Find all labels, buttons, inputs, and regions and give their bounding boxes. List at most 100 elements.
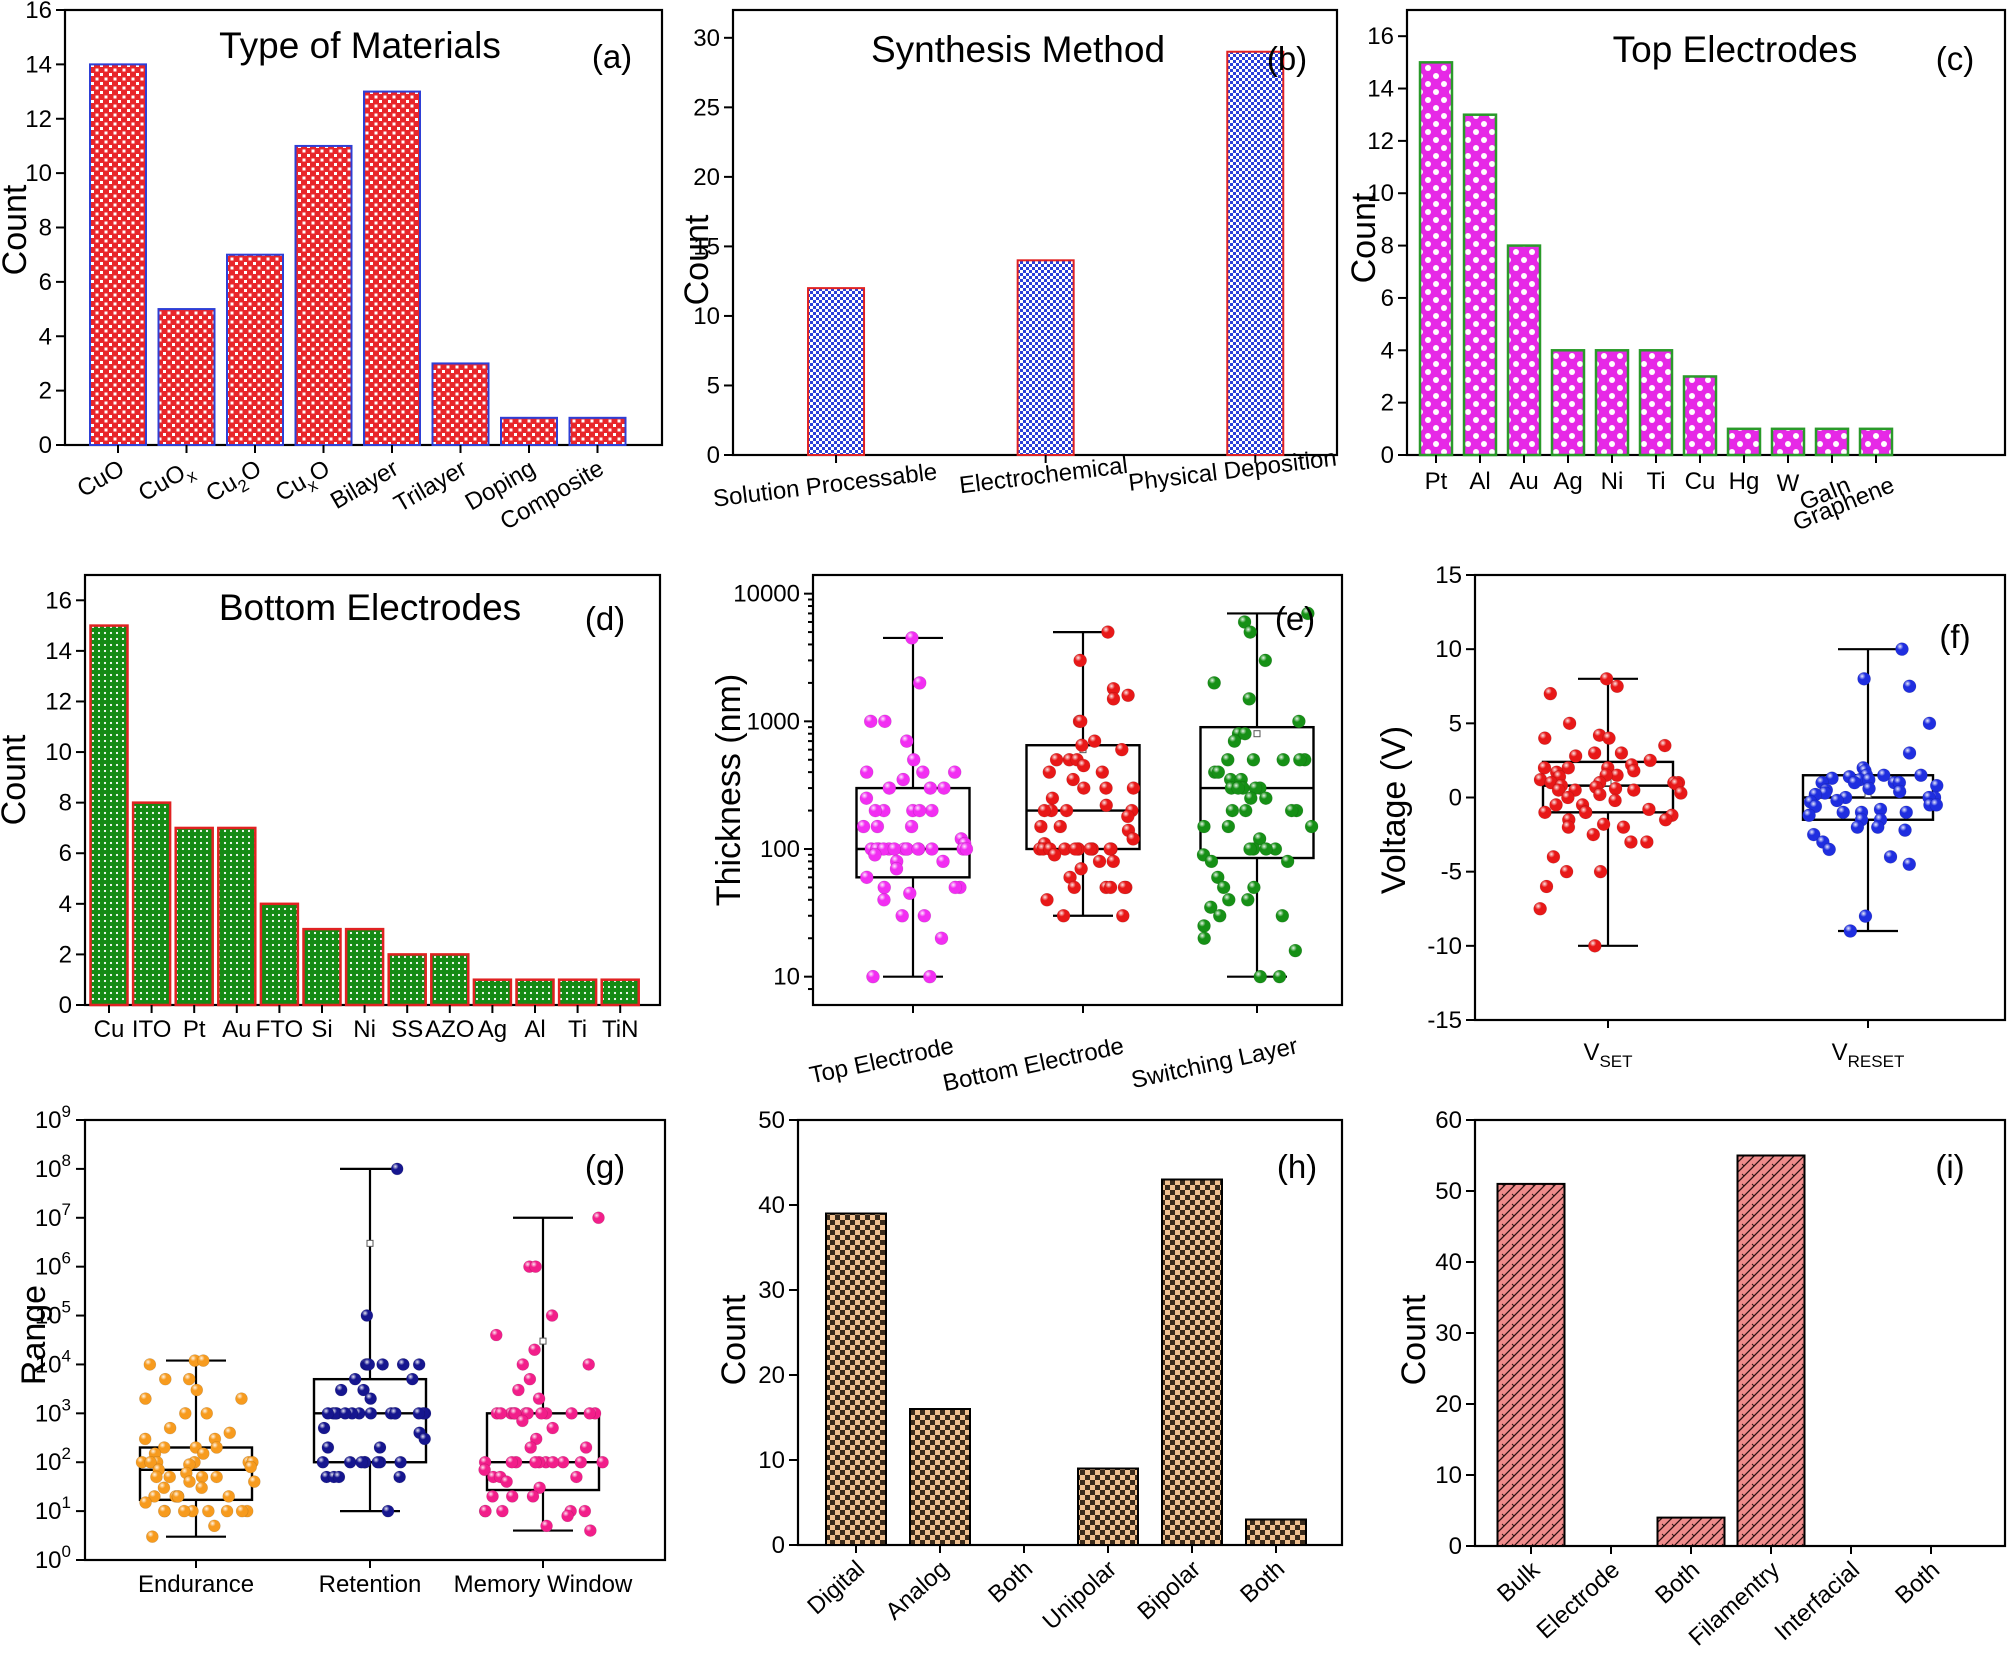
- data-point-highlight: [887, 842, 901, 856]
- y-tick-label: 109: [35, 1102, 71, 1134]
- data-point-highlight: [139, 1392, 152, 1405]
- data-point-highlight: [596, 1456, 609, 1469]
- data-point-highlight: [1103, 842, 1117, 856]
- data-point-highlight: [1594, 865, 1608, 879]
- data-point-highlight: [911, 842, 925, 856]
- bar-ag: [1550, 349, 1586, 457]
- data-point-highlight: [1561, 820, 1575, 834]
- data-point-highlight: [1857, 672, 1871, 686]
- x-tick-label: Bipolar: [1132, 1555, 1206, 1625]
- data-point-highlight: [868, 848, 882, 862]
- data-point-highlight: [561, 1509, 574, 1522]
- data-point-highlight: [877, 880, 891, 894]
- bar-ag: [472, 978, 513, 1007]
- panel-g-frame: [83, 1118, 667, 1562]
- y-tick-label: -15: [1427, 1007, 1462, 1034]
- data-point-highlight: [570, 1470, 583, 1483]
- data-point-highlight: [223, 1426, 236, 1439]
- data-point-highlight: [1929, 798, 1943, 812]
- x-tick-label: Hg: [1729, 468, 1760, 495]
- data-point-highlight: [1922, 716, 1936, 730]
- y-tick-label: 101: [35, 1493, 71, 1525]
- x-tick-label: Electrode: [1532, 1556, 1625, 1644]
- data-point-highlight: [382, 1505, 395, 1518]
- data-point-highlight: [418, 1432, 431, 1445]
- y-tick-label: 30: [758, 1277, 785, 1304]
- data-point-highlight: [186, 1505, 199, 1518]
- data-point-highlight: [391, 1162, 404, 1175]
- data-point-highlight: [321, 1407, 334, 1420]
- x-tick-label: VRESET: [1832, 1039, 1905, 1071]
- data-point-highlight: [565, 1407, 578, 1420]
- y-tick-label: 5: [707, 372, 720, 399]
- data-point-highlight: [1241, 893, 1255, 907]
- data-point-highlight: [1602, 731, 1616, 745]
- y-tick-label: 15: [693, 233, 720, 260]
- data-point-highlight: [936, 854, 950, 868]
- data-point-highlight: [357, 1384, 370, 1397]
- data-point-highlight: [866, 970, 880, 984]
- y-tick-label: 14: [25, 51, 52, 78]
- data-point-highlight: [210, 1441, 223, 1454]
- data-point-highlight: [916, 765, 930, 779]
- x-tick-label: Cu2O: [202, 455, 269, 512]
- x-tick-label: Interfacial: [1770, 1556, 1865, 1646]
- data-point-highlight: [494, 1407, 507, 1420]
- bar-ito: [131, 801, 172, 1007]
- data-point-highlight: [202, 1505, 215, 1518]
- data-point-highlight: [582, 1358, 595, 1371]
- panel-label: (d): [585, 600, 625, 637]
- data-point-highlight: [1197, 820, 1211, 834]
- data-point-highlight: [1207, 676, 1221, 690]
- y-tick-label: 0: [1381, 442, 1394, 469]
- data-point-highlight: [1610, 768, 1624, 782]
- bar-pt: [174, 826, 214, 1007]
- data-point-highlight: [1225, 804, 1239, 818]
- bar-ti: [1638, 349, 1674, 457]
- data-point-highlight: [178, 1505, 191, 1518]
- data-point-highlight: [335, 1384, 348, 1397]
- panel-label: (f): [1939, 618, 1970, 655]
- bar-au: [1506, 244, 1542, 457]
- data-point-highlight: [1106, 682, 1120, 696]
- data-point-highlight: [183, 1475, 196, 1488]
- x-tick-label: TiN: [602, 1016, 638, 1043]
- data-point-highlight: [857, 820, 871, 834]
- x-tick-label: Retention: [319, 1571, 422, 1598]
- data-point-highlight: [540, 1519, 553, 1532]
- bar-cu: [1682, 375, 1718, 457]
- y-tick-label: 4: [1381, 337, 1394, 364]
- data-point-highlight: [516, 1414, 529, 1427]
- panel-label: (i): [1935, 1148, 1964, 1185]
- y-tick-label: 14: [45, 638, 72, 665]
- data-point-highlight: [1561, 761, 1575, 775]
- y-tick-label: 20: [758, 1362, 785, 1389]
- y-tick-label: 2: [39, 378, 52, 405]
- data-point-highlight: [1608, 793, 1622, 807]
- data-point-highlight: [1858, 909, 1872, 923]
- y-axis-label: Count: [715, 1294, 753, 1385]
- data-point-highlight: [1040, 893, 1054, 907]
- data-point-highlight: [1593, 788, 1607, 802]
- data-point-highlight: [1560, 865, 1574, 879]
- bar-cuo: [89, 63, 147, 446]
- data-point-highlight: [136, 1456, 149, 1469]
- x-tick-label: Digital: [802, 1555, 870, 1620]
- data-point-highlight: [1871, 820, 1885, 834]
- data-point-highlight: [574, 1456, 587, 1469]
- x-tick-label: Ag: [478, 1016, 507, 1043]
- x-tick-label: Analog: [880, 1555, 954, 1625]
- bar-unipolar: [1077, 1467, 1139, 1546]
- data-point-highlight: [197, 1447, 210, 1460]
- y-tick-label: 10: [1367, 180, 1394, 207]
- x-tick-label: Ti: [568, 1016, 587, 1043]
- bar-fto: [259, 902, 300, 1007]
- x-tick-label: Endurance: [138, 1571, 254, 1598]
- x-tick-label: Both: [1235, 1555, 1290, 1608]
- x-tick-label: Ti: [1646, 468, 1665, 495]
- data-point-highlight: [509, 1407, 522, 1420]
- data-point-highlight: [1588, 939, 1602, 953]
- data-point-highlight: [1227, 734, 1241, 748]
- data-point-highlight: [1276, 753, 1290, 767]
